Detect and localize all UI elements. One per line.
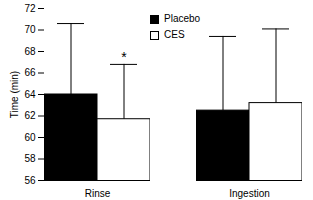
svg-text:72: 72 [24,3,36,14]
svg-text:64: 64 [24,89,36,100]
svg-text:56: 56 [24,175,36,186]
svg-text:62: 62 [24,110,36,121]
svg-text:70: 70 [24,24,36,35]
svg-text:60: 60 [24,132,36,143]
svg-text:66: 66 [24,67,36,78]
svg-text:Rinse: Rinse [85,188,111,199]
svg-text:*: * [121,49,127,65]
svg-text:58: 58 [24,153,36,164]
svg-text:Ingestion: Ingestion [229,188,270,199]
html-text:Placebo: Placebo [164,13,201,24]
svg-text:68: 68 [24,46,36,57]
html-text:CES: CES [164,29,185,40]
svg-text:Time (min): Time (min) [9,71,20,118]
